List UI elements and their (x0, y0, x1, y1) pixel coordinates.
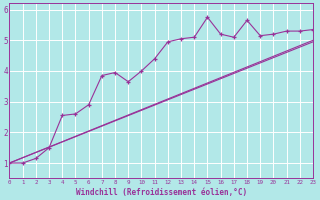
X-axis label: Windchill (Refroidissement éolien,°C): Windchill (Refroidissement éolien,°C) (76, 188, 247, 197)
